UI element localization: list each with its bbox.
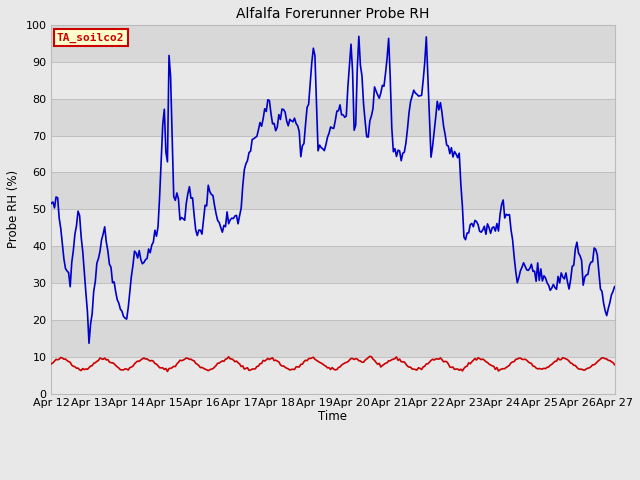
-16cm [366, 353, 374, 359]
-16cm [116, 367, 124, 372]
-8cm [355, 34, 363, 39]
X-axis label: Time: Time [319, 410, 348, 423]
Title: Alfalfa Forerunner Probe RH: Alfalfa Forerunner Probe RH [236, 7, 429, 21]
-16cm [47, 361, 55, 367]
Bar [51, 357, 614, 394]
-8cm [85, 340, 93, 346]
-16cm [611, 362, 618, 368]
Bar [51, 320, 614, 357]
-8cm [611, 284, 618, 289]
Legend: -16cm, -8cm: -16cm, -8cm [247, 476, 419, 480]
-8cm [245, 150, 253, 156]
Line: -16cm: -16cm [51, 356, 614, 372]
-8cm [47, 201, 55, 206]
Bar [51, 172, 614, 209]
Bar [51, 98, 614, 135]
Bar [51, 25, 614, 62]
-8cm [217, 225, 225, 230]
-8cm [118, 308, 126, 314]
Bar [51, 246, 614, 283]
-16cm [582, 366, 590, 372]
Bar [51, 135, 614, 172]
Y-axis label: Probe RH (%): Probe RH (%) [7, 170, 20, 248]
-16cm [296, 364, 303, 370]
Text: TA_soilco2: TA_soilco2 [57, 32, 125, 43]
-16cm [217, 359, 225, 365]
Bar [51, 62, 614, 98]
-16cm [164, 369, 172, 374]
-8cm [236, 213, 243, 218]
-16cm [245, 368, 253, 373]
Bar [51, 209, 614, 246]
Bar [51, 283, 614, 320]
-16cm [236, 361, 243, 367]
Line: -8cm: -8cm [51, 36, 614, 343]
-8cm [582, 272, 590, 278]
-8cm [296, 129, 303, 134]
